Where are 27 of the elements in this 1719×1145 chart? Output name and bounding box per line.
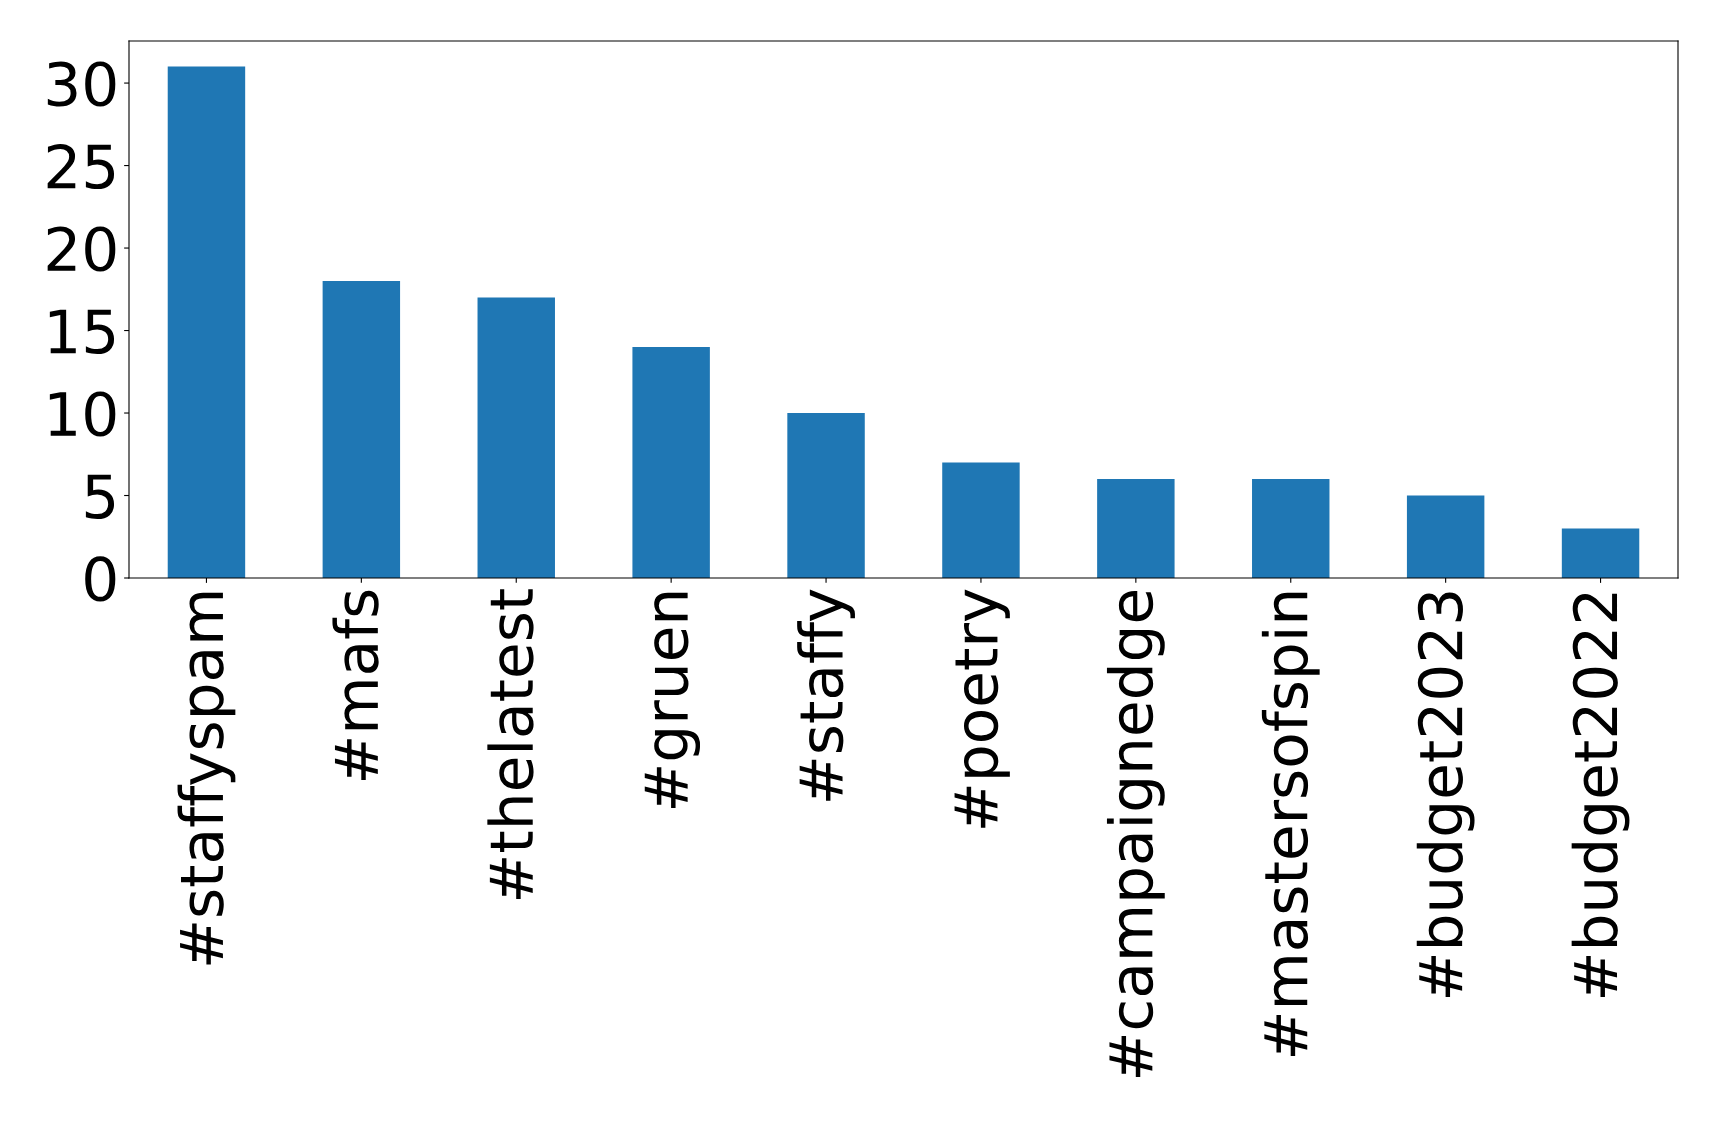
- y-tick-label: 0: [85, 556, 116, 602]
- y-tick-label: 5: [85, 474, 115, 520]
- bar: [787, 413, 865, 578]
- bar: [1406, 495, 1485, 578]
- bar: [167, 66, 246, 578]
- y-tick-label: 10: [49, 391, 116, 437]
- x-tick-label: #mafs: [332, 590, 379, 781]
- x-tick-label: #budget2022: [1571, 593, 1630, 997]
- x-tick-label: #thelatest: [487, 589, 534, 900]
- bar: [632, 347, 710, 578]
- bar: [477, 297, 555, 578]
- bar: [322, 281, 401, 578]
- bar: [1097, 479, 1175, 578]
- bar: [1252, 479, 1330, 578]
- y-tick-label: 25: [47, 143, 115, 190]
- x-tick-label: #staffyspam: [177, 592, 236, 965]
- bar: [1561, 528, 1640, 578]
- x-tick-label: #mastersofspin: [1261, 592, 1320, 1056]
- y-tick-label: 15: [49, 309, 115, 355]
- x-tick-label: #staffy: [797, 589, 855, 801]
- x-tick-label: #poetry: [954, 589, 1010, 828]
- bar: [942, 462, 1020, 578]
- x-tick-label: #budget2023: [1416, 592, 1475, 997]
- x-tick-label: #campaignedge: [1106, 590, 1165, 1077]
- y-tick-label: 20: [47, 226, 116, 272]
- x-tick-label: #gruen: [644, 592, 701, 809]
- y-tick-label: 30: [47, 61, 116, 107]
